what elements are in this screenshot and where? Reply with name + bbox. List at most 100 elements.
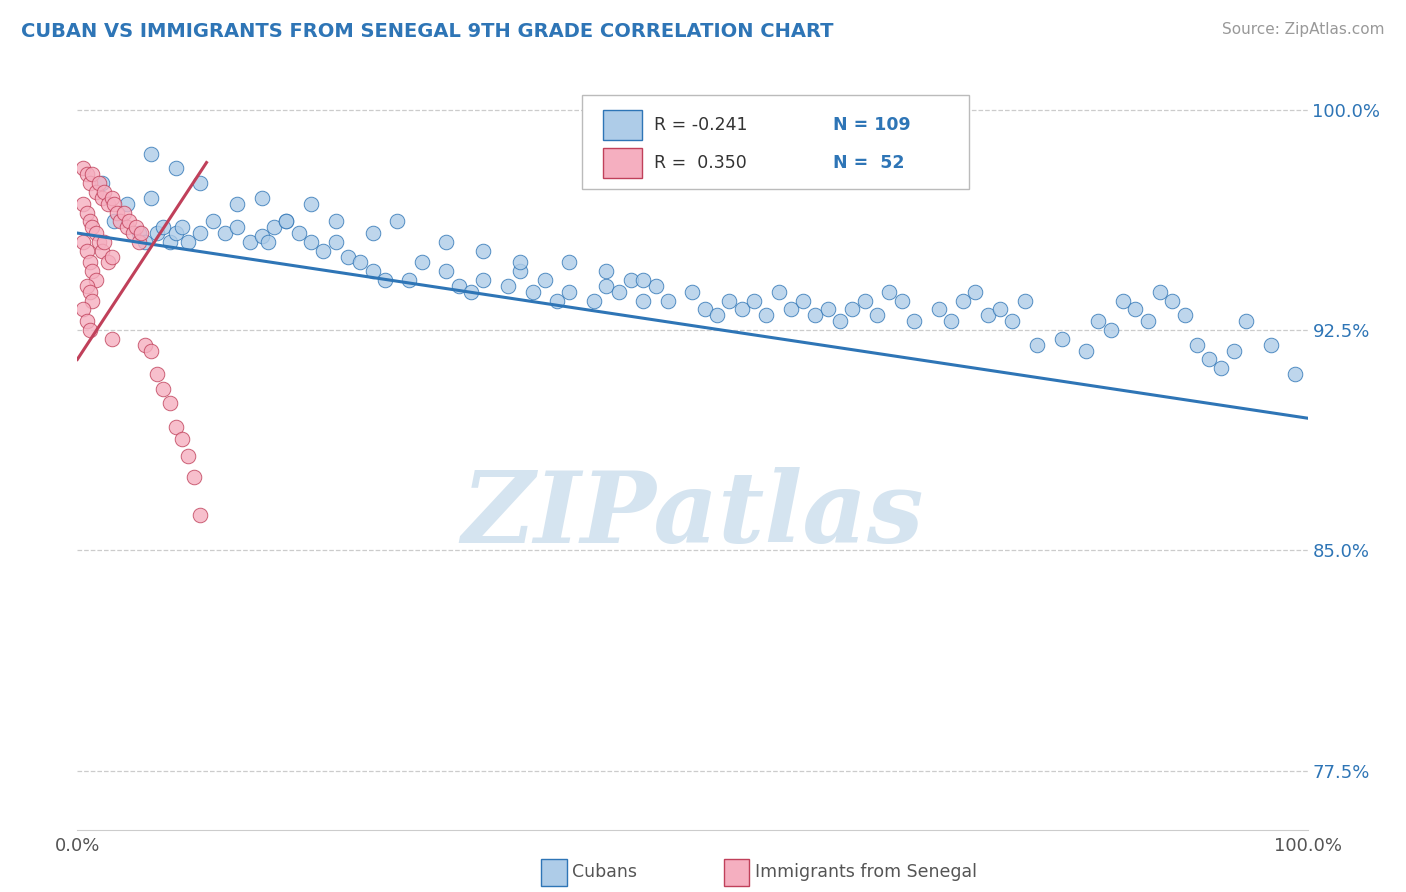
Point [1112,293,1135,308]
Point [558,255,581,269]
Point [620,273,643,287]
Point [76,279,98,293]
Point [115,220,138,235]
Point [436,235,458,249]
Point [79,255,101,269]
Point [644,279,666,293]
Point [103,196,125,211]
Point [129,226,153,240]
Point [188,508,212,523]
Point [718,293,741,308]
Point [141,191,163,205]
Point [188,226,212,240]
Point [76,205,98,219]
Point [170,432,193,446]
Point [250,229,273,244]
Point [89,176,111,190]
Point [312,244,335,258]
Point [804,309,827,323]
Text: R =  0.350: R = 0.350 [654,153,747,171]
Point [118,214,141,228]
Point [1050,332,1073,346]
Point [115,196,138,211]
Point [693,302,716,317]
Point [72,161,94,176]
Point [903,314,925,328]
Point [988,302,1011,317]
Point [257,235,280,249]
Point [93,185,115,199]
Point [276,214,298,228]
Point [633,273,655,287]
Point [742,293,765,308]
Point [1211,361,1233,376]
Point [134,337,156,351]
Point [952,293,974,308]
Point [170,220,193,235]
Point [1198,352,1220,367]
Point [558,285,581,299]
Text: Cubans: Cubans [572,863,637,881]
Point [152,382,174,396]
Text: CUBAN VS IMMIGRANTS FROM SENEGAL 9TH GRADE CORRELATION CHART: CUBAN VS IMMIGRANTS FROM SENEGAL 9TH GRA… [21,22,834,41]
Point [201,214,224,228]
Point [103,214,125,228]
Point [879,285,901,299]
Point [1026,337,1049,351]
Point [76,244,98,258]
Point [472,244,495,258]
Point [299,196,322,211]
Point [1260,337,1282,351]
Point [128,235,150,249]
Point [76,314,98,328]
Point [82,220,104,235]
Point [1185,337,1208,351]
Bar [603,111,643,140]
Point [890,293,912,308]
Point [607,285,630,299]
Point [1234,314,1257,328]
Text: ZIPatlas: ZIPatlas [461,467,924,563]
Point [84,273,107,287]
Point [97,255,120,269]
Point [595,264,617,278]
Point [1099,323,1122,337]
Point [125,220,148,235]
Point [183,470,205,484]
Text: Source: ZipAtlas.com: Source: ZipAtlas.com [1222,22,1385,37]
Point [928,302,950,317]
Point [177,235,200,249]
Point [239,235,262,249]
Point [90,191,114,205]
Point [226,196,249,211]
Point [165,226,187,240]
Point [101,332,124,346]
Point [436,264,458,278]
Point [146,226,169,240]
Point [853,293,876,308]
Point [121,226,143,240]
Point [325,214,347,228]
Point [385,214,409,228]
Point [1174,309,1197,323]
Text: N = 109: N = 109 [832,116,910,134]
Point [706,309,728,323]
Point [276,214,298,228]
Point [90,244,114,258]
Point [112,205,135,219]
Point [522,285,544,299]
Point [79,214,101,228]
Point [1014,293,1036,308]
Point [534,273,557,287]
Point [72,302,94,317]
Point [288,226,311,240]
Point [134,235,156,249]
Point [841,302,863,317]
Point [159,396,181,410]
Point [1149,285,1171,299]
Point [509,264,531,278]
Point [101,250,124,264]
Point [76,167,98,181]
Point [792,293,814,308]
Point [101,191,124,205]
